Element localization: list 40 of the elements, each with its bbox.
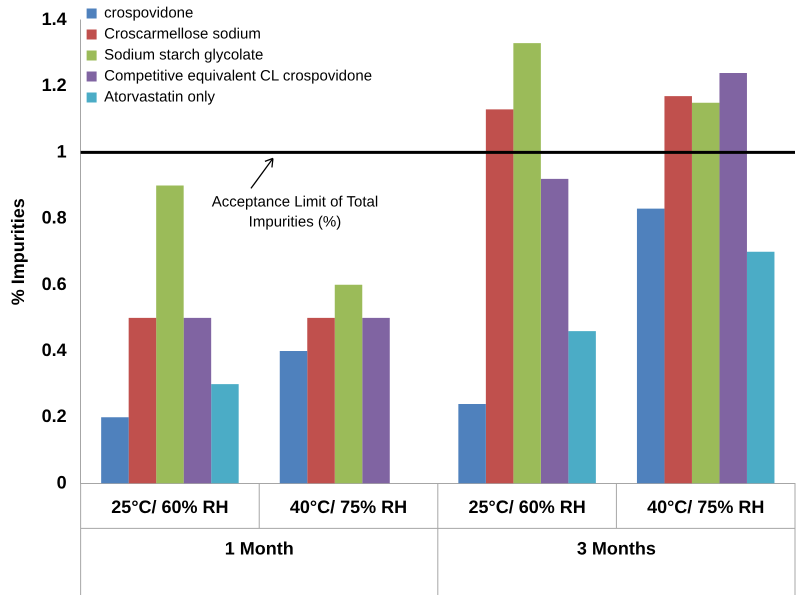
bar <box>664 96 692 484</box>
y-tick-label: 0.2 <box>42 406 67 426</box>
y-tick-label: 1 <box>56 141 67 162</box>
legend-label: Competitive equivalent CL crospovidone <box>104 68 372 85</box>
legend-label: Croscarmellose sodium <box>104 26 261 43</box>
y-tick-label: 1.2 <box>42 75 67 96</box>
text: 3 Months <box>576 538 656 558</box>
bar <box>184 318 212 484</box>
bar <box>746 252 774 484</box>
bar <box>719 72 747 484</box>
y-tick-label: 0.4 <box>42 340 67 360</box>
bar <box>486 109 514 484</box>
x-tick-label: 40°C/ 75% RH <box>290 497 408 518</box>
x-tick-label: 25°C/ 60% RH <box>468 497 586 518</box>
y-axis-title: % Impurities <box>8 198 28 306</box>
legend-label: Atorvastatin only <box>104 88 216 106</box>
bar <box>540 178 568 484</box>
bar <box>513 43 541 484</box>
y-tick-label: 0 <box>56 472 67 492</box>
x-tick-label: 40°C/ 75% RH <box>647 497 764 518</box>
bar <box>458 404 486 484</box>
y-tick-label: 0.8 <box>42 208 67 228</box>
text: 1 Month <box>224 538 294 558</box>
bar <box>101 417 129 484</box>
ref-line-label: Acceptance Limit of Total Impurities (%) <box>212 194 378 231</box>
bar <box>307 318 335 484</box>
y-tick-label: 0.6 <box>42 274 67 294</box>
bar <box>568 331 596 484</box>
legend-label: crospovidone <box>104 4 194 22</box>
bar <box>211 384 239 484</box>
bar <box>334 284 362 484</box>
legend-label: Sodium starch glycolate <box>104 46 264 64</box>
bar <box>280 351 308 484</box>
bar <box>692 102 720 484</box>
x-tick-label: 25°C/ 60% RH <box>111 497 229 518</box>
y-tick-label: 1.4 <box>42 8 67 29</box>
bar <box>128 318 156 484</box>
bar <box>156 186 184 484</box>
bar <box>362 318 390 484</box>
bar <box>636 208 664 484</box>
